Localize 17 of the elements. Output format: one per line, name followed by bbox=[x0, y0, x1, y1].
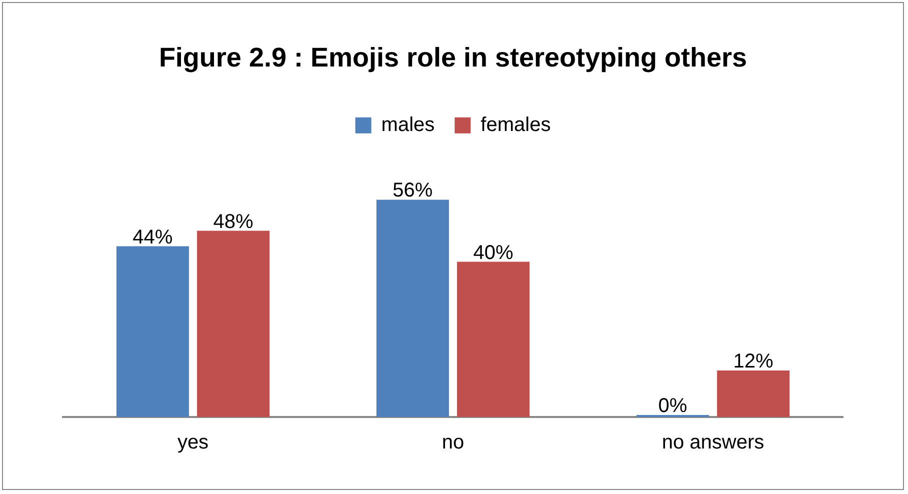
data-label: 40% bbox=[473, 242, 514, 264]
data-label: 12% bbox=[733, 350, 774, 372]
data-label: 0% bbox=[658, 395, 688, 417]
data-label: 56% bbox=[392, 180, 433, 202]
bar bbox=[116, 246, 189, 417]
bar bbox=[376, 200, 449, 417]
legend-label: males bbox=[381, 114, 435, 136]
data-label: 48% bbox=[213, 210, 254, 233]
legend-label: females bbox=[480, 114, 551, 136]
x-tick-label: yes bbox=[177, 432, 209, 454]
chart-title: Figure 2.9 : Emojis role in stereotyping others bbox=[158, 42, 748, 73]
bar bbox=[457, 262, 530, 417]
x-tick-label: no bbox=[442, 432, 464, 454]
bar bbox=[717, 370, 790, 417]
x-tick-label: no answers bbox=[662, 432, 764, 454]
data-label: 44% bbox=[132, 226, 173, 248]
bar bbox=[197, 230, 270, 417]
